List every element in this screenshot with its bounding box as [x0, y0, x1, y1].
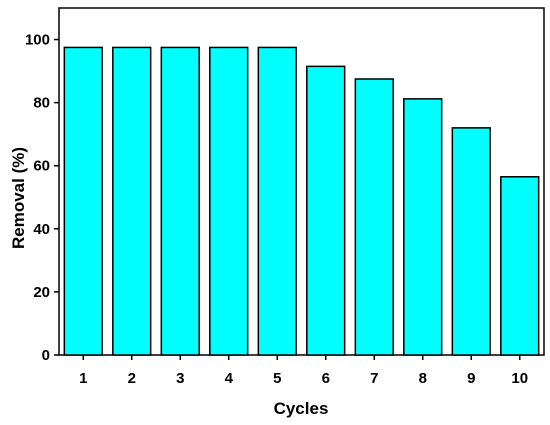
x-tick-label: 6: [322, 370, 330, 387]
bars-group: [63, 46, 540, 356]
x-tick-label: 4: [225, 370, 234, 387]
bar-cycle-3: [160, 46, 200, 356]
bar-cycle-6: [306, 65, 346, 356]
y-tick-label: 80: [33, 95, 50, 112]
y-axis: 0 20 40 60 80 100: [25, 32, 59, 364]
y-tick-label: 40: [33, 221, 50, 238]
x-tick-label: 3: [176, 370, 184, 387]
bar-cycle-8: [403, 98, 443, 356]
x-tick-label: 7: [370, 370, 378, 387]
x-tick-label: 2: [128, 370, 136, 387]
bar-cycle-7: [354, 78, 394, 356]
y-tick-label: 0: [42, 347, 50, 364]
bar-cycle-1: [63, 46, 103, 356]
bar-cycle-5: [257, 46, 297, 356]
x-axis: 1 2 3 4 5 6 7 8 9 10: [79, 355, 528, 387]
y-tick-label: 20: [33, 284, 50, 301]
bar-cycle-10: [500, 176, 540, 356]
x-tick-label: 10: [511, 370, 528, 387]
x-axis-title: Cycles: [274, 399, 329, 418]
y-axis-title: Removal (%): [9, 147, 28, 249]
x-tick-label: 9: [467, 370, 475, 387]
y-tick-label: 60: [33, 158, 50, 175]
x-tick-label: 5: [273, 370, 281, 387]
bar-cycle-4: [209, 46, 249, 356]
x-tick-label: 1: [79, 370, 87, 387]
bar-cycle-9: [451, 127, 491, 356]
bar-cycle-2: [112, 46, 152, 356]
plot-area-frame: [58, 7, 545, 356]
y-tick-label: 100: [25, 32, 50, 49]
x-tick-label: 8: [419, 370, 427, 387]
